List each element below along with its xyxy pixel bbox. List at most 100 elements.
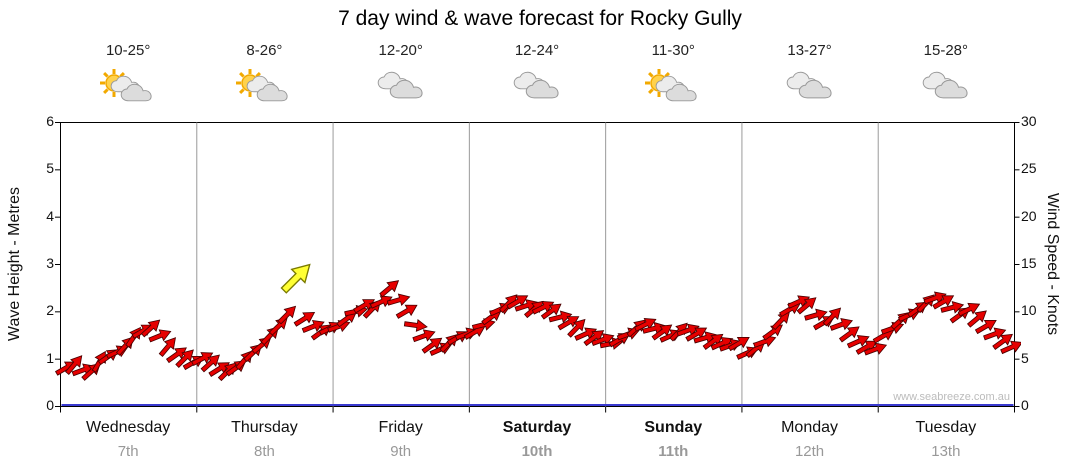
cloud-icon — [389, 79, 423, 99]
day-date: 11th — [658, 443, 689, 460]
wind-arrow — [148, 329, 172, 343]
day-date: 13th — [931, 443, 961, 460]
right-axis-tick-label: 5 — [1021, 349, 1029, 366]
cloud-icon — [525, 79, 559, 99]
wind-arrow — [403, 319, 428, 332]
wind-arrow — [634, 318, 657, 332]
wind-arrow — [506, 295, 529, 310]
right-axis-tick-label: 0 — [1021, 397, 1029, 413]
day-label: Friday — [378, 419, 423, 436]
wind-arrow — [992, 333, 1013, 350]
partly-cloudy-icon — [236, 69, 289, 102]
wind-arrow — [838, 326, 860, 343]
day-date: 7th — [117, 443, 139, 460]
day-temperature: 13-27° — [787, 42, 832, 59]
day-label: Thursday — [231, 419, 298, 436]
wind-arrow — [771, 311, 790, 331]
partly-cloudy-icon — [645, 69, 697, 102]
right-axis-tick-label: 25 — [1021, 160, 1037, 177]
chart-element — [525, 79, 559, 99]
wind-arrow — [702, 333, 724, 350]
day-temperature: 11-30° — [651, 42, 695, 59]
chart-element — [666, 83, 697, 102]
day-label: Tuesday — [915, 419, 977, 436]
plot-border — [60, 122, 1015, 407]
day-date: 12th — [794, 443, 825, 460]
forecast-plot — [54, 122, 1021, 413]
wind-arrow — [932, 295, 955, 310]
day-temperature: 8-26° — [246, 42, 283, 59]
cloud-icon — [666, 83, 697, 102]
sun-ray — [648, 72, 654, 78]
left-axis-tick-label: 5 — [46, 160, 54, 177]
day-temperature: 12-24° — [514, 42, 560, 59]
cloud-icon — [934, 79, 968, 99]
chart-element — [934, 79, 968, 99]
wind-arrow — [548, 310, 573, 324]
wind-arrow — [957, 302, 981, 317]
wind-arrow — [829, 318, 854, 331]
wind-arrow — [175, 349, 194, 368]
wind-arrow — [804, 308, 828, 322]
right-axis-tick-label: 10 — [1021, 302, 1037, 319]
partly-cloudy-icon-wrap — [60, 64, 196, 112]
wind-arrow — [651, 324, 673, 341]
cloudy-icon — [513, 71, 559, 99]
cloud-icon — [257, 83, 289, 102]
wind-arrow — [583, 330, 605, 347]
cloudy-icon-wrap — [469, 64, 605, 112]
sun-ray — [239, 72, 246, 78]
day-label: Sunday — [644, 419, 703, 436]
yellow-wind-arrow — [280, 263, 311, 294]
chart-element — [257, 83, 289, 102]
wind-arrow — [967, 310, 987, 328]
day-temperature: 15-28° — [923, 42, 969, 59]
cloud-icon — [120, 83, 152, 102]
left-axis-title: Wave Height - Metres — [6, 186, 23, 342]
wind-arrow — [1000, 340, 1021, 355]
wind-arrow — [676, 323, 700, 337]
right-axis-tick-label: 20 — [1021, 207, 1037, 224]
chart-title: 7 day wind & wave forecast for Rocky Gul… — [338, 7, 742, 30]
wind-arrow — [140, 319, 161, 338]
wind-arrow — [379, 280, 400, 298]
wind-arrow — [983, 327, 1007, 341]
wind-arrow — [574, 327, 598, 341]
wind-arrow — [412, 329, 436, 343]
wind-arrow — [863, 342, 888, 356]
wind-arrow — [395, 304, 418, 319]
day-label: Saturday — [502, 419, 572, 436]
sun-ray — [255, 72, 262, 78]
day-label: Wednesday — [86, 419, 171, 436]
wind-arrow — [277, 305, 297, 325]
wind-arrow — [421, 337, 443, 354]
cloudy-icon — [786, 71, 832, 99]
left-axis-tick-label: 3 — [46, 255, 54, 271]
right-axis-tick-label: 15 — [1021, 255, 1037, 271]
day-date: 8th — [253, 443, 275, 460]
wind-arrow — [200, 354, 220, 373]
wind-arrow — [855, 340, 878, 355]
right-axis-tick-label: 30 — [1021, 113, 1037, 129]
wind-arrow — [567, 318, 586, 338]
wind-arrow — [591, 333, 615, 346]
left-axis-tick-label: 6 — [46, 113, 54, 129]
sun-ray — [103, 72, 109, 78]
wind-arrow — [923, 291, 947, 305]
day-temperature: 12-20° — [378, 42, 423, 59]
chart-element — [389, 79, 423, 99]
wind-arrow — [540, 303, 562, 320]
sun-ray — [664, 72, 671, 78]
sun-ray — [239, 88, 246, 94]
day-date: 9th — [390, 443, 412, 460]
sun-ray — [648, 88, 654, 94]
left-axis-tick-label: 1 — [46, 349, 54, 366]
partly-cloudy-icon-wrap — [196, 64, 332, 112]
left-axis-tick-label: 0 — [46, 397, 54, 413]
wind-arrow — [974, 320, 997, 335]
chart-element — [120, 83, 152, 102]
wind-arrow — [293, 312, 316, 327]
wind-arrow — [822, 307, 842, 327]
wind-arrow — [727, 337, 750, 352]
